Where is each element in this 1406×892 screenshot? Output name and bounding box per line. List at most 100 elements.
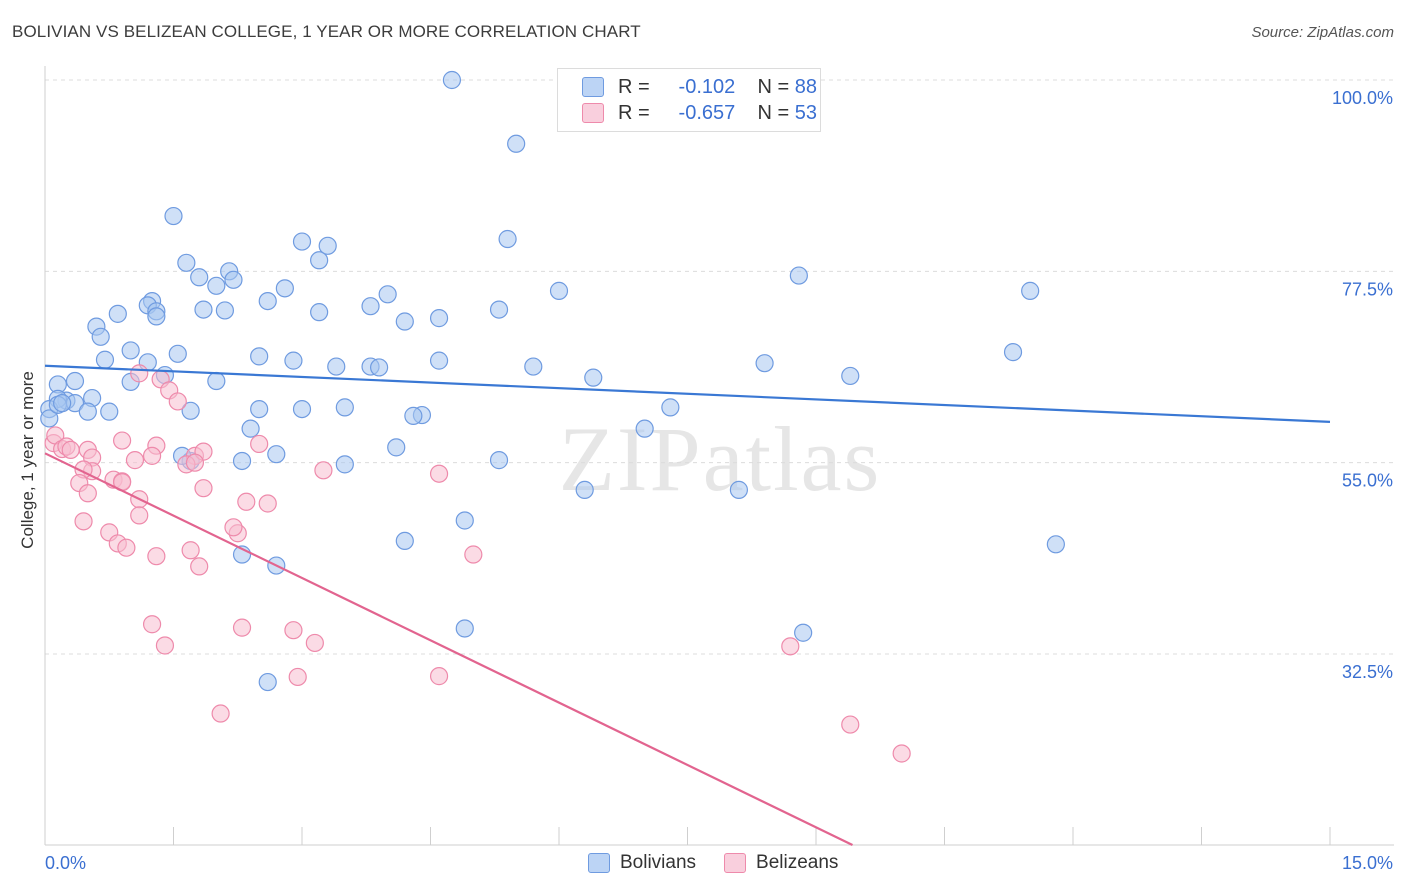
gridlines xyxy=(45,79,1394,655)
bolivians-point xyxy=(241,419,260,438)
belizeans-point xyxy=(185,453,205,472)
bolivians-point xyxy=(1021,281,1040,300)
belizeans-point xyxy=(194,479,213,498)
bolivians-point xyxy=(489,300,509,319)
bolivians-point xyxy=(258,291,277,311)
y-tick-label: 32.5% xyxy=(1342,662,1393,682)
bolivians-point xyxy=(53,394,72,413)
bolivians-point xyxy=(794,623,813,642)
bolivians-point xyxy=(584,368,603,387)
r-label: R = xyxy=(618,75,650,98)
bolivians-point xyxy=(661,398,680,417)
bolivians-point xyxy=(455,511,474,530)
belizeans-point xyxy=(181,541,200,560)
bolivians-point xyxy=(65,371,85,391)
bolivians-point xyxy=(284,351,303,370)
belizeans-point xyxy=(211,704,230,723)
bolivians-point xyxy=(250,399,269,419)
bolivians-point xyxy=(78,402,97,421)
bolivians-point xyxy=(1046,535,1065,554)
bolivians-point xyxy=(164,206,183,226)
n-value: 88 xyxy=(794,75,817,98)
belizeans-point xyxy=(117,538,136,557)
belizeans-point xyxy=(314,461,333,480)
belizeans-point xyxy=(781,637,800,656)
bolivians-point xyxy=(395,531,414,551)
axes xyxy=(44,66,1394,846)
belizeans-point xyxy=(232,618,252,637)
bolivians-point xyxy=(147,307,166,326)
bolivians-point xyxy=(318,236,337,255)
x-tick-label: 15.0% xyxy=(1342,853,1393,873)
bolivians-point xyxy=(91,327,110,346)
bolivians-point xyxy=(429,351,449,370)
tick-labels: 100.0% 77.5% 55.0% 32.5% 0.0% 15.0% xyxy=(45,88,1393,873)
y-tick-label: 77.5% xyxy=(1342,279,1393,299)
belizeans-point xyxy=(305,633,324,653)
bolivians-point xyxy=(232,451,252,471)
n-label: N = xyxy=(757,75,790,98)
series-bolivians xyxy=(40,70,1065,692)
trend-lines xyxy=(44,364,1331,846)
bolivians-point xyxy=(108,304,127,323)
belizeans-point xyxy=(130,364,149,383)
r-value: -0.657 xyxy=(678,101,736,124)
belizeans-point xyxy=(168,392,187,411)
bolivians-point xyxy=(215,301,234,320)
bolivians-point xyxy=(194,300,213,319)
belizeans-point xyxy=(237,492,256,511)
watermark: ZIPatlas xyxy=(559,408,882,510)
bolivians-point xyxy=(267,445,286,464)
belizeans-point xyxy=(258,494,277,513)
bolivians-point xyxy=(40,409,59,428)
bolivians-point xyxy=(258,672,277,692)
legend-label-bolivians: Bolivians xyxy=(620,852,697,873)
stats-legend: R = -0.102 N = 88 R = -0.657 N = 53 xyxy=(557,68,821,132)
bolivians-point xyxy=(100,402,119,421)
belizeans-point xyxy=(429,667,449,686)
bolivians-point xyxy=(507,134,526,153)
bolivians-trend-line xyxy=(44,364,1331,423)
bolivians-point xyxy=(789,266,808,285)
bolivians-point xyxy=(327,357,346,376)
chart-title: BOLIVIAN VS BELIZEAN COLLEGE, 1 YEAR OR … xyxy=(12,22,641,41)
source-label: Source: ZipAtlas.com xyxy=(1251,24,1394,41)
n-value: 53 xyxy=(794,101,817,124)
legend-item-belizeans: Belizeans xyxy=(724,852,838,874)
bolivians-point xyxy=(489,451,509,470)
bolivians-point xyxy=(310,251,329,270)
belizeans-point xyxy=(78,484,97,503)
belizeans-swatch xyxy=(582,103,604,123)
y-tick-label: 55.0% xyxy=(1342,471,1393,491)
belizeans-point xyxy=(74,512,93,531)
bolivians-point xyxy=(207,371,226,391)
belizeans-point xyxy=(130,506,149,525)
bolivians-point xyxy=(524,357,543,376)
bolivians-point xyxy=(177,253,196,272)
belizeans-point xyxy=(250,434,269,454)
bolivians-point xyxy=(498,229,517,249)
bolivians-point xyxy=(429,309,449,328)
bolivians-point xyxy=(121,341,140,360)
belizeans-point xyxy=(142,446,162,465)
bolivians-point xyxy=(549,281,569,300)
series-legend: Bolivians Belizeans xyxy=(588,852,866,874)
bolivians-point xyxy=(310,303,329,322)
belizeans-point xyxy=(190,557,209,576)
belizeans-point xyxy=(142,615,162,634)
bolivians-point xyxy=(575,480,594,499)
bolivians-point xyxy=(404,406,423,425)
bolivians-point xyxy=(378,285,397,304)
bolivians-swatch xyxy=(588,853,610,873)
belizeans-swatch xyxy=(724,853,747,873)
belizeans-point xyxy=(125,451,145,470)
bolivians-point xyxy=(335,455,354,474)
bolivians-point xyxy=(841,366,860,386)
bolivians-point xyxy=(635,419,654,438)
bolivians-point xyxy=(335,398,354,417)
legend-row-belizeans: R = -0.657 N = 53 xyxy=(582,101,817,125)
bolivians-point xyxy=(224,270,243,289)
belizeans-point xyxy=(892,744,911,763)
legend-row-bolivians: R = -0.102 N = 88 xyxy=(582,75,817,99)
belizeans-point xyxy=(841,715,860,734)
